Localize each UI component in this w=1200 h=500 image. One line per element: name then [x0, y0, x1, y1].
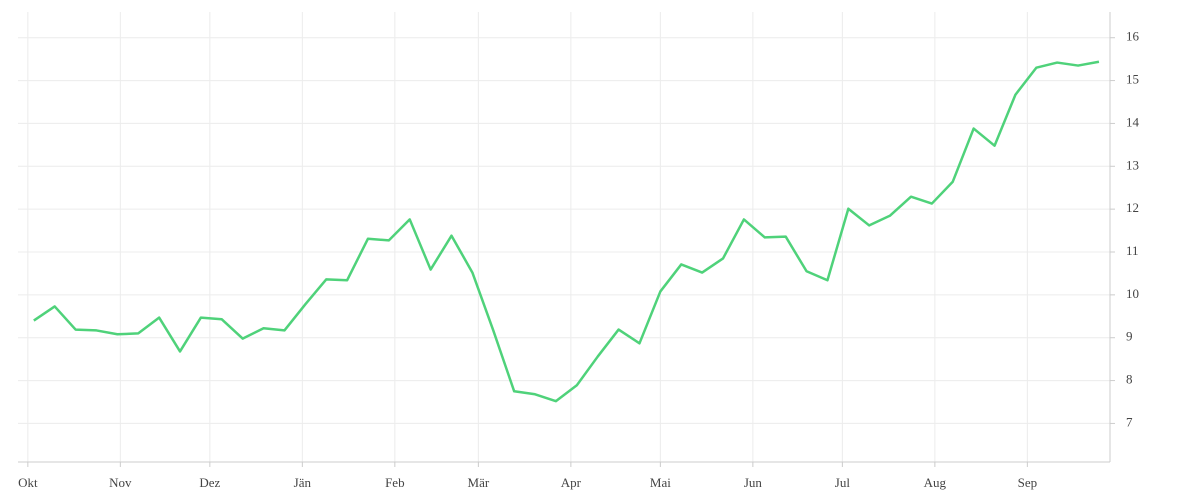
x-tick-label: Okt: [18, 475, 38, 490]
x-tick-label: Apr: [561, 475, 582, 490]
y-tick-label: 9: [1126, 329, 1133, 344]
y-tick-label: 12: [1126, 200, 1139, 215]
x-tick-label: Jun: [744, 475, 763, 490]
x-tick-label: Sep: [1018, 475, 1038, 490]
x-tick-label: Dez: [199, 475, 220, 490]
y-tick-label: 10: [1126, 286, 1139, 301]
x-tick-label: Aug: [924, 475, 947, 490]
y-tick-label: 13: [1126, 157, 1139, 172]
data-line: [33, 60, 1100, 403]
y-tick-label: 15: [1126, 72, 1139, 87]
x-tick-label: Jän: [294, 475, 312, 490]
x-tick-label: Mai: [650, 475, 671, 490]
y-tick-label: 7: [1126, 414, 1133, 429]
y-tick-label: 11: [1126, 243, 1139, 258]
x-tick-label: Jul: [835, 475, 851, 490]
x-tick-label: Mär: [468, 475, 490, 490]
y-tick-label: 16: [1126, 29, 1140, 44]
y-tick-label: 8: [1126, 372, 1133, 387]
x-tick-label: Nov: [109, 475, 132, 490]
x-tick-label: Feb: [385, 475, 405, 490]
y-tick-label: 14: [1126, 114, 1140, 129]
